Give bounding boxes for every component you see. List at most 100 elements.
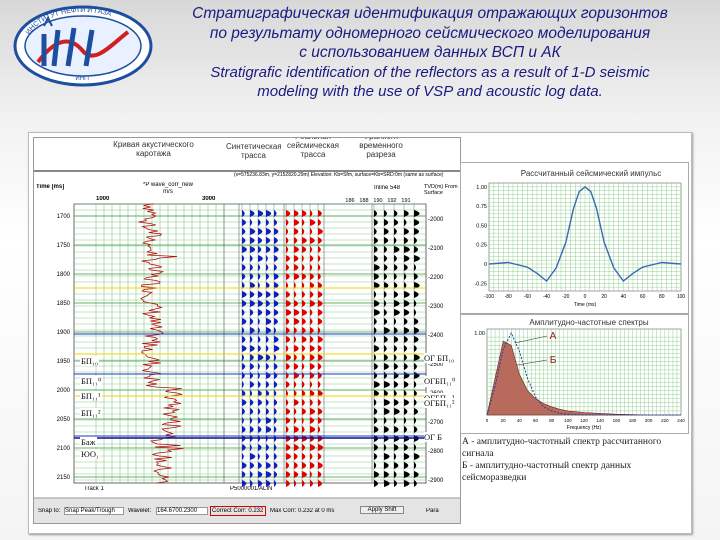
section-wiggle — [394, 246, 400, 253]
section-wiggle — [404, 408, 408, 415]
section-wiggle — [404, 471, 410, 478]
synthetic-wiggle — [250, 363, 254, 370]
section-wiggle — [414, 381, 417, 388]
real-trace-wiggle — [302, 309, 308, 316]
time-tick-label: 1800 — [57, 272, 71, 278]
real-trace-wiggle — [302, 399, 305, 406]
snap-select[interactable]: Snap Peak/Trough — [64, 507, 124, 519]
real-trace-wiggle — [286, 408, 291, 415]
section-wiggle — [414, 354, 420, 361]
real-trace-wiggle — [302, 273, 307, 280]
synthetic-wiggle — [242, 417, 244, 424]
right-horizon-label: ОГБП₁₁² — [424, 398, 455, 408]
section-wiggle — [374, 480, 378, 487]
real-trace-wiggle — [294, 408, 297, 415]
real-trace-wiggle — [318, 318, 323, 325]
synthetic-wiggle — [258, 390, 262, 397]
synthetic-wiggle — [274, 399, 278, 406]
apply-shift-button[interactable]: Apply Shift — [360, 506, 404, 519]
seismic-tie-window[interactable]: Кривая акустического каротажа Синтетичес… — [33, 137, 461, 524]
section-wiggle — [384, 354, 388, 361]
synthetic-wiggle — [250, 255, 253, 262]
synthetic-wiggle — [258, 453, 260, 460]
para-button[interactable]: Para — [426, 508, 456, 518]
real-trace-wiggle — [286, 210, 291, 217]
section-wiggle — [404, 255, 410, 262]
synthetic-wiggle — [266, 363, 269, 370]
section-wiggle — [414, 255, 420, 262]
real-trace-wiggle — [310, 408, 316, 415]
real-trace-wiggle — [286, 453, 291, 460]
impulse-xtick: -100 — [484, 294, 494, 300]
synthetic-wiggle — [266, 471, 272, 478]
real-trace-wiggle — [310, 327, 314, 334]
synthetic-wiggle — [258, 273, 261, 280]
section-wiggle — [374, 219, 378, 226]
real-trace-wiggle — [310, 390, 315, 397]
real-trace-wiggle — [318, 462, 323, 469]
synthetic-wiggle — [266, 453, 269, 460]
section-wiggle — [404, 327, 410, 334]
synthetic-wiggle — [274, 255, 278, 262]
time-tick-label: 2100 — [57, 446, 71, 452]
real-trace-wiggle — [310, 480, 314, 487]
synthetic-wiggle — [258, 309, 263, 316]
time-tick-label: 1750 — [57, 243, 71, 249]
synthetic-wiggle — [242, 318, 247, 325]
info-line: (x=575236.83m, y=2152820.29m) Elevation:… — [234, 172, 443, 178]
synthetic-wiggle — [266, 336, 269, 343]
real-trace-wiggle — [310, 417, 315, 424]
depth-tick-label: -2300 — [428, 304, 444, 310]
real-trace-wiggle — [302, 282, 305, 289]
synthetic-wiggle — [266, 327, 272, 334]
section-wiggle — [374, 246, 378, 253]
section-wiggle — [404, 309, 410, 316]
real-trace-wiggle — [310, 426, 316, 433]
spectrum-xtick: 180 — [629, 418, 637, 423]
header-synthetic: Синтетическая трасса — [226, 142, 281, 160]
section-wiggle — [384, 246, 387, 253]
real-trace-wiggle — [294, 264, 299, 271]
synthetic-wiggle — [258, 444, 262, 451]
right-horizon-label: ОГ БП₁₀ — [424, 353, 455, 363]
title-en-line-2: modeling with the use of VSP and acousti… — [257, 83, 603, 100]
section-wiggle — [394, 255, 397, 262]
section-wiggle — [374, 210, 378, 217]
real-trace-wiggle — [318, 336, 323, 343]
max-corr-readout: Max Corr: 0.232 at 0 ms — [270, 508, 334, 514]
real-trace-wiggle — [294, 345, 299, 352]
spectrum-xtick: 160 — [613, 418, 621, 423]
real-trace-wiggle — [286, 471, 291, 478]
real-trace-wiggle — [294, 390, 297, 397]
header-acoustic-log: Кривая акустического каротажа — [113, 140, 194, 158]
spectrum-xtick: 40 — [517, 418, 523, 423]
impulse-ytick: 1.00 — [476, 185, 487, 191]
section-wiggle — [384, 399, 390, 406]
real-trace-wiggle — [318, 237, 322, 244]
synthetic-wiggle — [242, 291, 247, 298]
impulse-ytick: 0.25 — [476, 243, 487, 249]
synthetic-wiggle — [266, 399, 269, 406]
wavelet-select[interactable]: 164.6700.2300 — [156, 507, 208, 519]
right-horizon-label: ОГ Б — [424, 432, 443, 442]
synthetic-wiggle — [274, 381, 278, 388]
synthetic-wiggle — [242, 354, 245, 361]
inline-label: Inline 548 — [374, 185, 400, 191]
synthetic-wiggle — [266, 291, 271, 298]
synthetic-wiggle — [258, 345, 261, 352]
real-trace-wiggle — [286, 246, 289, 253]
synthetic-wiggle — [258, 417, 261, 424]
synthetic-wiggle — [274, 318, 278, 325]
seismic-canvas[interactable]: Кривая акустического каротажа Синтетичес… — [34, 138, 460, 523]
section-wiggle — [394, 228, 397, 235]
synthetic-wiggle — [274, 480, 277, 487]
synthetic-wiggle — [274, 345, 280, 352]
impulse-svg: Рассчитанный сейсмический импульс 1.00 0.7… — [474, 169, 685, 308]
real-trace-wiggle — [294, 471, 299, 478]
synthetic-wiggle — [242, 336, 246, 343]
section-wiggle — [414, 453, 420, 460]
section-wiggle — [394, 381, 399, 388]
real-trace-wiggle — [302, 264, 305, 271]
section-wiggle — [414, 291, 419, 298]
snap-label: Snap to: — [38, 508, 60, 514]
